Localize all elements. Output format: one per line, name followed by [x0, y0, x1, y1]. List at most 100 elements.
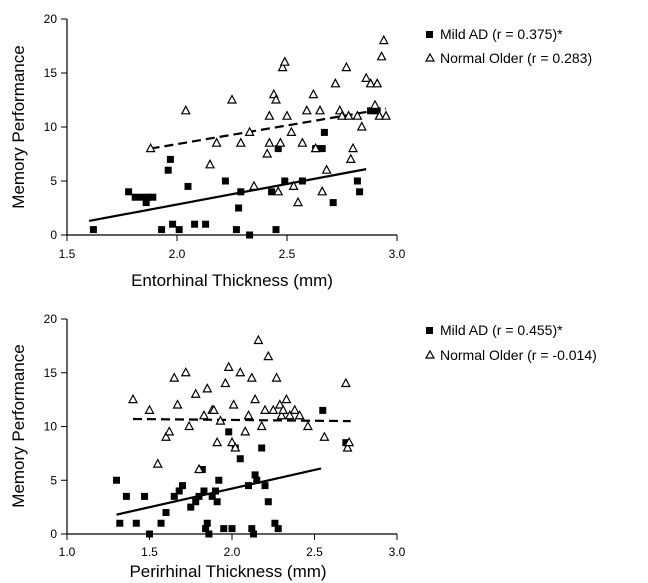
point-normal-older: [268, 404, 279, 414]
y-tick: 5: [50, 174, 67, 188]
point-mild-ad: [179, 482, 186, 490]
point-normal-older: [365, 78, 376, 88]
point-normal-older: [284, 409, 295, 420]
x-tick-label: 1.5: [59, 247, 76, 261]
point-normal-older: [243, 409, 254, 420]
y-tick-label: 15: [44, 366, 58, 380]
point-mild-ad: [175, 226, 183, 234]
point-mild-ad: [274, 525, 282, 533]
point-mild-ad: [184, 182, 192, 190]
legend: Mild AD (r = 0.375)* Normal Older (r = 0…: [424, 26, 592, 66]
point-mild-ad: [122, 492, 130, 500]
y-tick: 10: [44, 420, 67, 434]
x-tick: 2.5: [306, 534, 323, 559]
point-mild-ad: [329, 199, 337, 207]
y-tick-label: 0: [50, 527, 57, 541]
point-normal-older: [145, 142, 156, 153]
legend-item-normal-older: Normal Older (r = 0.283): [424, 50, 592, 66]
point-normal-older: [228, 399, 239, 409]
point-mild-ad: [198, 466, 206, 473]
point-normal-older: [271, 372, 282, 382]
x-tick-label: 3.0: [389, 545, 406, 559]
point-mild-ad: [141, 492, 149, 500]
y-tick-label: 20: [44, 12, 58, 26]
point-mild-ad: [342, 439, 350, 447]
point-normal-older: [273, 186, 284, 196]
y-tick-label: 0: [50, 228, 57, 242]
point-mild-ad: [268, 188, 276, 196]
point-normal-older: [256, 420, 267, 431]
point-mild-ad: [225, 428, 233, 436]
x-tick: 1.5: [59, 235, 76, 261]
point-normal-older: [274, 399, 285, 409]
point-normal-older: [356, 121, 367, 131]
legend-item-mild-ad: Mild AD (r = 0.455)*: [426, 322, 563, 338]
point-normal-older: [342, 442, 353, 452]
point-normal-older: [172, 399, 183, 409]
point-mild-ad: [248, 525, 256, 533]
x-ticks: 1.5 2.0 2.5 3.0: [59, 235, 406, 261]
point-mild-ad: [200, 487, 208, 495]
y-axis-title: Memory Performance: [9, 344, 28, 507]
point-normal-older: [378, 34, 389, 45]
point-mild-ad: [192, 498, 200, 506]
point-mild-ad: [162, 509, 170, 516]
point-mild-ad: [149, 193, 157, 201]
y-tick: 0: [50, 527, 67, 541]
point-mild-ad: [215, 476, 223, 484]
point-normal-older: [381, 110, 391, 120]
point-mild-ad: [158, 226, 166, 234]
point-mild-ad: [212, 487, 219, 495]
point-normal-older: [343, 110, 354, 120]
point-normal-older: [277, 61, 288, 72]
point-normal-older: [302, 420, 313, 431]
point-normal-older: [235, 366, 246, 377]
point-normal-older: [264, 137, 275, 147]
point-normal-older: [352, 110, 363, 120]
point-normal-older: [250, 393, 261, 404]
point-mild-ad: [232, 226, 240, 234]
point-normal-older: [164, 426, 175, 436]
point-mild-ad: [191, 220, 199, 228]
point-normal-older: [278, 404, 289, 414]
point-normal-older: [249, 180, 259, 190]
point-mild-ad: [175, 487, 183, 495]
point-mild-ad: [220, 525, 228, 533]
point-mild-ad: [373, 107, 381, 115]
y-tick-label: 5: [50, 174, 57, 188]
point-mild-ad: [208, 492, 216, 500]
x-tick: 2.5: [279, 235, 296, 261]
point-normal-older: [330, 78, 341, 88]
x-tick-label: 1.0: [59, 545, 76, 559]
point-mild-ad: [246, 231, 254, 239]
point-mild-ad: [272, 226, 280, 234]
filled-square-icon: [426, 327, 433, 334]
point-normal-older: [279, 56, 290, 66]
point-normal-older: [190, 388, 201, 398]
legend-label: Mild AD (r = 0.375)*: [440, 26, 563, 42]
point-mild-ad: [274, 145, 282, 153]
point-normal-older: [341, 61, 352, 72]
point-mild-ad: [132, 519, 140, 527]
x-tick: 1.5: [141, 534, 158, 559]
filled-square-icon: [426, 31, 433, 38]
point-mild-ad: [157, 519, 165, 527]
point-normal-older: [308, 88, 319, 99]
point-normal-older: [340, 377, 351, 388]
point-normal-older: [286, 126, 297, 136]
fit-line-mild-ad: [88, 168, 367, 223]
point-normal-older: [184, 420, 195, 431]
point-normal-older: [264, 110, 275, 120]
y-tick: 15: [44, 66, 67, 80]
point-normal-older: [281, 393, 292, 404]
point-mild-ad: [245, 482, 252, 490]
y-tick: 10: [44, 120, 67, 134]
y-tick-label: 15: [44, 66, 58, 80]
point-mild-ad: [202, 525, 210, 533]
point-normal-older: [212, 436, 223, 447]
point-normal-older: [317, 186, 328, 196]
y-tick: 20: [44, 312, 67, 326]
y-axis-title: Memory Performance: [9, 45, 28, 208]
point-mild-ad: [202, 220, 210, 228]
